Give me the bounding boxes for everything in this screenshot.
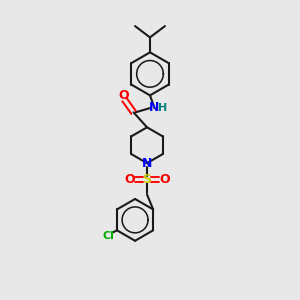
Text: N: N — [149, 101, 160, 114]
Text: O: O — [124, 173, 135, 186]
Text: H: H — [158, 103, 167, 113]
Text: S: S — [142, 173, 152, 186]
Text: O: O — [159, 173, 169, 186]
Text: Cl: Cl — [103, 231, 115, 241]
Text: O: O — [118, 89, 129, 102]
Text: N: N — [142, 157, 152, 169]
